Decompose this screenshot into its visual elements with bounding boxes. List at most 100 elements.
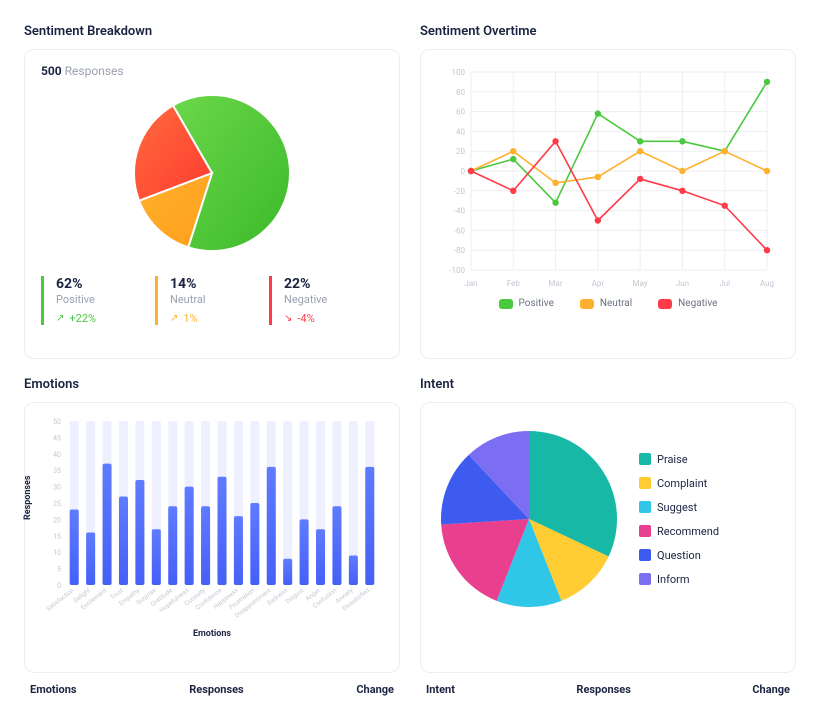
- legend-label: Recommend: [657, 525, 719, 538]
- svg-text:20: 20: [53, 516, 61, 524]
- breakdown-stats: 62% Positive ↗+22%14% Neutral ↗1%22% Neg…: [41, 276, 383, 325]
- stat-pct: 22%: [284, 276, 383, 292]
- breakdown-pie: [127, 88, 297, 258]
- breakdown-pie-wrap: [41, 84, 383, 268]
- svg-text:Jun: Jun: [676, 279, 689, 288]
- svg-text:60: 60: [456, 108, 465, 117]
- trend-icon: ↗: [170, 313, 178, 324]
- svg-text:-20: -20: [454, 187, 466, 196]
- overtime-legend: Positive Neutral Negative: [437, 298, 779, 309]
- col-change: Change: [356, 683, 394, 696]
- svg-text:100: 100: [452, 68, 466, 77]
- legend-swatch: [639, 525, 651, 537]
- legend-label: Praise: [657, 453, 688, 466]
- breakdown-card: 500 Responses 62% Positive ↗+22%14% Neut…: [24, 49, 400, 359]
- svg-text:-100: -100: [449, 266, 465, 275]
- svg-text:Jul: Jul: [719, 279, 730, 288]
- stat-pct: 14%: [170, 276, 269, 292]
- panel-sentiment-breakdown: Sentiment Breakdown 500 Responses 62% Po…: [24, 24, 400, 359]
- panel-title: Sentiment Overtime: [420, 24, 796, 39]
- intent-footer: Intent Responses Change: [420, 683, 796, 696]
- emotions-chart: 05101520253035404550SatisfactionDelightE…: [41, 417, 383, 627]
- col-responses: Responses: [189, 683, 243, 696]
- legend-neutral: Neutral: [580, 298, 632, 309]
- legend-swatch: [658, 299, 672, 309]
- panel-emotions: Emotions Responses 05101520253035404550S…: [24, 377, 400, 696]
- legend-swatch: [499, 299, 513, 309]
- stat-label: Neutral: [170, 293, 269, 306]
- panel-title: Sentiment Breakdown: [24, 24, 400, 39]
- svg-text:Disgust: Disgust: [284, 586, 305, 605]
- overtime-chart: 100806040200-20-40-60-80-100JanFebMarApr…: [437, 64, 777, 294]
- svg-text:10: 10: [53, 549, 61, 557]
- legend-complaint: Complaint: [639, 477, 719, 490]
- emotions-footer: Emotions Responses Change: [24, 683, 400, 696]
- stat-negative: 22% Negative ↘-4%: [269, 276, 383, 325]
- col-intent: Intent: [426, 683, 455, 696]
- col-responses: Responses: [576, 683, 630, 696]
- svg-text:-60: -60: [454, 226, 466, 235]
- stat-pct: 62%: [56, 276, 155, 292]
- legend-swatch: [639, 453, 651, 465]
- legend-swatch: [639, 477, 651, 489]
- legend-swatch: [639, 549, 651, 561]
- svg-text:Aug: Aug: [760, 279, 774, 288]
- trend-icon: ↗: [56, 313, 64, 324]
- svg-text:Jan: Jan: [464, 279, 477, 288]
- legend-label: Neutral: [600, 298, 632, 309]
- svg-text:5: 5: [57, 566, 61, 574]
- svg-text:40: 40: [456, 127, 465, 136]
- legend-inform: Inform: [639, 573, 719, 586]
- stat-label: Negative: [284, 293, 383, 306]
- intent-body: Praise Complaint Suggest Recommend Question I…: [437, 417, 779, 611]
- svg-text:50: 50: [53, 418, 61, 426]
- legend-label: Positive: [519, 298, 554, 309]
- stat-trend: ↘-4%: [284, 312, 383, 325]
- svg-text:0: 0: [57, 582, 61, 590]
- svg-text:Mar: Mar: [549, 279, 563, 288]
- svg-text:25: 25: [53, 500, 61, 508]
- responses-count: 500: [41, 64, 62, 78]
- svg-text:May: May: [633, 279, 648, 288]
- svg-text:80: 80: [456, 88, 465, 97]
- responses-row: 500 Responses: [41, 64, 383, 78]
- panel-title: Intent: [420, 377, 796, 392]
- stat-neutral: 14% Neutral ↗1%: [155, 276, 269, 325]
- overtime-card: 100806040200-20-40-60-80-100JanFebMarApr…: [420, 49, 796, 359]
- legend-label: Complaint: [657, 477, 707, 490]
- legend-label: Suggest: [657, 501, 697, 514]
- dashboard: Sentiment Breakdown 500 Responses 62% Po…: [0, 0, 820, 720]
- legend-praise: Praise: [639, 453, 719, 466]
- svg-text:-80: -80: [454, 246, 466, 255]
- stat-trend: ↗1%: [170, 312, 269, 325]
- stat-label: Positive: [56, 293, 155, 306]
- legend-suggest: Suggest: [639, 501, 719, 514]
- svg-text:20: 20: [456, 147, 465, 156]
- legend-positive: Positive: [499, 298, 554, 309]
- svg-text:-40: -40: [454, 207, 466, 216]
- legend-label: Negative: [678, 298, 717, 309]
- legend-swatch: [639, 501, 651, 513]
- intent-legend: Praise Complaint Suggest Recommend Question I…: [639, 453, 719, 586]
- col-emotions: Emotions: [30, 683, 77, 696]
- svg-text:40: 40: [53, 451, 61, 459]
- svg-text:Apr: Apr: [592, 279, 605, 288]
- x-axis-label: Emotions: [41, 629, 383, 639]
- svg-text:35: 35: [53, 467, 61, 475]
- intent-pie: [437, 427, 621, 611]
- emotions-card: Responses 05101520253035404550Satisfacti…: [24, 402, 400, 673]
- legend-swatch: [639, 573, 651, 585]
- trend-icon: ↘: [284, 313, 292, 324]
- legend-label: Inform: [657, 573, 690, 586]
- svg-text:Feb: Feb: [507, 279, 521, 288]
- legend-negative: Negative: [658, 298, 717, 309]
- legend-swatch: [580, 299, 594, 309]
- panel-sentiment-overtime: Sentiment Overtime 100806040200-20-40-60…: [420, 24, 796, 359]
- svg-text:45: 45: [53, 434, 61, 442]
- stat-trend: ↗+22%: [56, 312, 155, 325]
- responses-label: Responses: [65, 64, 124, 78]
- stat-positive: 62% Positive ↗+22%: [41, 276, 155, 325]
- y-axis-label: Responses: [23, 475, 33, 520]
- legend-question: Question: [639, 549, 719, 562]
- svg-text:Satisfaction: Satisfaction: [45, 586, 76, 613]
